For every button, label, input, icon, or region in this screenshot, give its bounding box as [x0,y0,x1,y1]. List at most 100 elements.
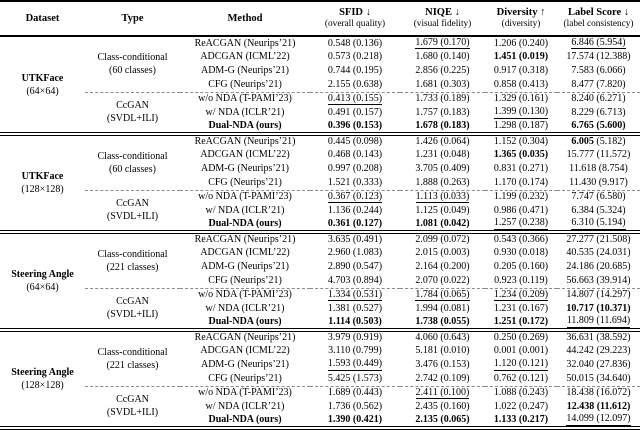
type-name: Class-conditional [97,150,168,162]
metric-cell: 3.110 (0.799) [310,344,400,358]
metric-value: 1.206 (0.240) [493,37,549,49]
metric-value: 0.930 (0.018) [493,247,549,258]
metric-cell: 0.917 (0.318) [485,64,557,78]
metric-cell: 0.997 (0.208) [310,162,400,176]
method-cell: ADM-G (Neurips’21) [180,64,310,78]
metric-value: 32.040 (27.836) [566,359,631,370]
method-cell: ADM-G (Neurips’21) [180,358,310,372]
metric-value: 5.425 (1.573) [327,372,383,384]
metric-value: 0.413 (0.155) [327,92,383,105]
metric-cell: 0.543 (0.366) [485,232,557,246]
metric-value: 1.231 (0.048) [415,149,470,160]
metric-cell: 1.114 (0.503) [310,316,400,332]
dataset-cell: UTKFace (128×128) [0,134,85,234]
metric-value: 5.181 (0.010) [415,345,470,356]
metric-cell: 8.240 (6.271) [557,92,640,106]
metric-value: 0.744 (0.195) [327,65,383,76]
metric-value: 3.110 (0.799) [328,345,382,356]
metric-value: 1.426 (0.064) [415,136,470,147]
col-header-label-score: Label Score ↓ (label consistency) [557,1,640,37]
metric-cell: 1.426 (0.064) [400,134,485,148]
metric-value: 12.438 (11.612) [566,401,631,412]
metric-value: 11.430 (9.917) [569,176,628,188]
metric-value: 1.114 (0.503) [328,316,382,327]
metric-value: 27.277 (21.508) [566,234,631,245]
metric-cell: 1.733 (0.189) [400,92,485,106]
type-name: CcGAN [116,394,149,406]
metric-value: 1.125 (0.049) [415,205,470,216]
metric-cell: 1.381 (0.527) [310,302,400,316]
metric-cell: 56.663 (39.914) [557,274,640,289]
metric-cell: 0.413 (0.155) [310,92,400,106]
table-row: w/ NDA (ICLR’21) 1.136 (0.244) 1.125 (0.04… [0,204,640,218]
metric-cell: 0.367 (0.123) [310,190,400,204]
metric-cell: 27.277 (21.508) [557,232,640,246]
method-label: ADCGAN (ICML’22) [200,345,290,356]
metric-value: 40.535 (24.031) [566,247,631,258]
metric-value: 2.015 (0.003) [415,247,470,258]
metric-cell: 7.583 (6.066) [557,64,640,78]
metric-cell: 1.784 (0.065) [400,288,485,302]
metric-value: 0.986 (0.471) [493,205,549,216]
metric-value: 17.574 (12.388) [566,51,631,62]
metric-value: 4.060 (0.643) [415,332,470,343]
type-cell: CcGAN (SVDL+ILI) [85,190,180,234]
metric-value: 1.994 (0.081) [415,303,470,314]
method-label: ReACGAN (Neurips’21) [194,37,296,49]
metric-cell: 6.384 (5.324) [557,204,640,218]
metric-cell: 8.229 (6.713) [557,106,640,120]
col-header-subtitle: (label consistency) [563,19,634,29]
type-detail: (SVDL+ILI) [106,407,159,419]
metric-value: 1.390 (0.421) [327,414,383,425]
metric-cell: 1.593 (0.449) [310,358,400,372]
metric-value: 0.468 (0.143) [327,149,383,160]
col-header-dataset: Dataset [0,1,85,37]
metric-cell: 8.477 (7.820) [557,78,640,93]
metric-value: 56.663 (39.914) [566,274,631,286]
dataset-cell: UTKFace (64×64) [0,36,85,136]
metric-cell: 0.858 (0.413) [485,78,557,93]
metric-value: 0.543 (0.366) [493,234,549,245]
method-label: ADM-G (Neurips’21) [200,65,290,76]
metric-cell: 24.186 (20.685) [557,260,640,274]
metric-value: 1.689 (0.443) [327,387,383,399]
metric-cell: 3.476 (0.153) [400,358,485,372]
table-row: CcGAN (SVDL+ILI) w/o NDA (T-PAMI’23) 1.334 … [0,288,640,332]
metric-cell: 40.535 (24.031) [557,246,640,260]
metric-value: 0.205 (0.160) [493,261,549,272]
metric-value: 1.251 (0.172) [493,316,549,327]
table-header: Dataset Type Method SFID ↓ (overall qual… [0,1,640,37]
metric-cell: 7.747 (6.580) [557,190,640,204]
table-row: w/ NDA (ICLR’21) 1.736 (0.562) 2.435 (0.16… [0,400,640,414]
metric-value: 0.917 (0.318) [493,65,549,76]
metric-value: 50.015 (34.640) [566,372,631,384]
metric-value: 6.005 [571,136,594,147]
table-row: CFG (Neurips’21) 2.155 (0.638) 1.681 (0.30… [0,78,640,93]
table-row: ADM-G (Neurips’21) 1.593 (0.449) 3.476 (0.… [0,358,640,372]
metric-cell: 3.635 (0.491) [310,232,400,246]
type-cell: CcGAN (SVDL+ILI) [85,92,180,136]
metric-value: 1.679 (0.170) [415,36,470,50]
col-header-label: Diversity ↑ [496,7,546,18]
type-detail: (60 classes) [109,163,156,175]
metric-value: 14.099 (12.097) [566,413,631,426]
method-cell: ReACGAN (Neurips’21) [180,330,310,344]
type-name: Class-conditional [97,346,168,358]
metric-value: 18.438 (16.072) [566,387,631,399]
type-name: Class-conditional [97,248,168,260]
metric-value: 0.573 (0.218) [327,51,383,62]
metric-cell: 1.888 (0.263) [400,176,485,191]
metric-value: 1.298 (0.187) [493,120,549,131]
type-cell: CcGAN (SVDL+ILI) [85,288,180,332]
metric-cell: 1.994 (0.081) [400,302,485,316]
table-row: w/ NDA (ICLR’21) 0.491 (0.157) 1.757 (0.18… [0,106,640,120]
metric-cell: 2.960 (1.083) [310,246,400,260]
metric-value: 11.809 (11.694) [566,315,631,328]
method-cell: CFG (Neurips’21) [180,78,310,93]
metric-cell: 32.040 (27.836) [557,358,640,372]
method-cell: ADM-G (Neurips’21) [180,162,310,176]
metric-value: 1.365 (0.035) [493,149,549,160]
metric-value: 8.477 (7.820) [571,78,626,90]
metric-value: 2.856 (0.225) [415,65,470,76]
